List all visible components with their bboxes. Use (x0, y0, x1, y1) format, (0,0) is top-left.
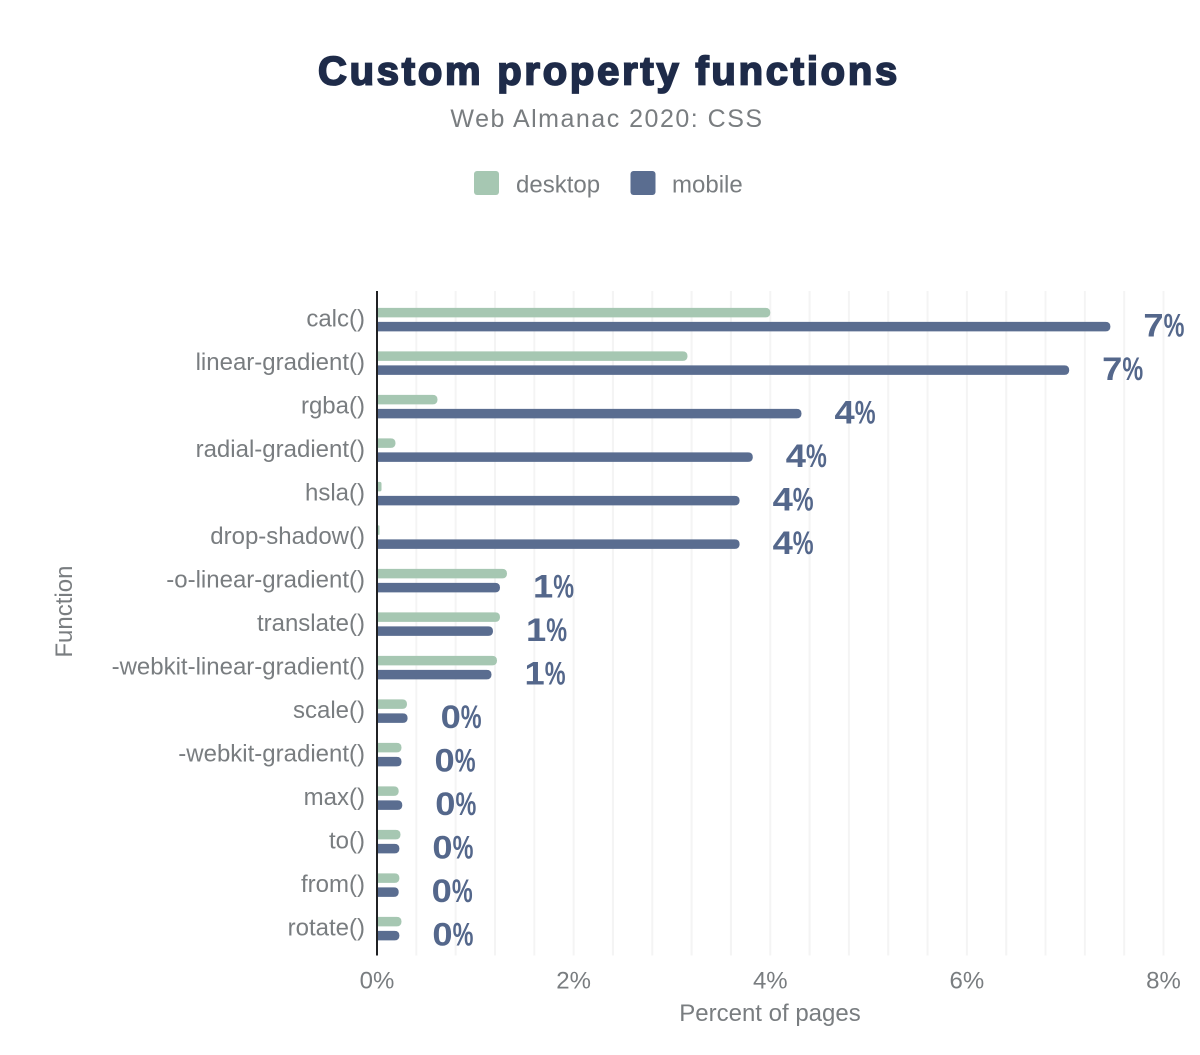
svg-text:hsla(): hsla() (305, 480, 365, 507)
svg-text:1: 1 (526, 612, 546, 648)
svg-text:8%: 8% (1146, 967, 1181, 994)
svg-text:max(): max() (304, 784, 365, 811)
svg-text:calc(): calc() (306, 306, 365, 333)
svg-text:to(): to() (329, 828, 365, 855)
svg-text:scale(): scale() (293, 697, 365, 724)
svg-text:%: % (452, 873, 473, 909)
svg-text:Percent of pages: Percent of pages (679, 1000, 860, 1027)
svg-text:6%: 6% (950, 967, 985, 994)
svg-text:%: % (806, 438, 827, 474)
svg-text:linear-gradient(): linear-gradient() (196, 349, 365, 376)
svg-text:%: % (455, 742, 476, 778)
svg-text:%: % (546, 612, 567, 648)
svg-text:from(): from() (301, 871, 365, 898)
svg-text:Web Almanac 2020: CSS: Web Almanac 2020: CSS (450, 105, 763, 133)
svg-text:4%: 4% (753, 967, 788, 994)
svg-text:%: % (1164, 307, 1185, 343)
svg-text:4: 4 (835, 394, 855, 430)
svg-text:rgba(): rgba() (301, 393, 365, 420)
svg-text:0: 0 (432, 873, 452, 909)
svg-text:2%: 2% (556, 967, 591, 994)
svg-text:4: 4 (786, 438, 806, 474)
svg-text:4: 4 (773, 481, 793, 517)
svg-text:-o-linear-gradient(): -o-linear-gradient() (166, 567, 365, 594)
svg-text:%: % (456, 786, 477, 822)
svg-text:%: % (855, 394, 876, 430)
svg-text:%: % (453, 829, 474, 865)
svg-text:%: % (1122, 351, 1143, 387)
svg-text:radial-gradient(): radial-gradient() (196, 436, 365, 463)
svg-text:translate(): translate() (257, 610, 365, 637)
svg-text:%: % (453, 916, 474, 952)
svg-text:1: 1 (533, 568, 553, 604)
svg-text:rotate(): rotate() (288, 915, 365, 942)
svg-text:0: 0 (435, 742, 455, 778)
svg-text:7: 7 (1102, 351, 1122, 387)
svg-text:4: 4 (773, 525, 793, 561)
svg-text:7: 7 (1143, 307, 1163, 343)
svg-text:%: % (553, 568, 574, 604)
svg-text:%: % (793, 525, 814, 561)
svg-text:%: % (461, 699, 482, 735)
svg-text:%: % (545, 655, 566, 691)
svg-text:-webkit-linear-gradient(): -webkit-linear-gradient() (112, 654, 365, 681)
svg-text:Function: Function (51, 566, 78, 658)
svg-text:1: 1 (525, 655, 545, 691)
svg-text:0: 0 (432, 829, 452, 865)
svg-text:Custom property functions: Custom property functions (318, 50, 900, 94)
svg-text:0: 0 (441, 699, 461, 735)
svg-text:drop-shadow(): drop-shadow() (210, 523, 365, 550)
svg-text:mobile: mobile (672, 172, 743, 199)
svg-text:0: 0 (435, 786, 455, 822)
svg-text:0%: 0% (360, 967, 395, 994)
svg-text:0: 0 (432, 916, 452, 952)
svg-text:%: % (793, 481, 814, 517)
svg-text:desktop: desktop (516, 172, 600, 199)
svg-text:-webkit-gradient(): -webkit-gradient() (178, 741, 365, 768)
